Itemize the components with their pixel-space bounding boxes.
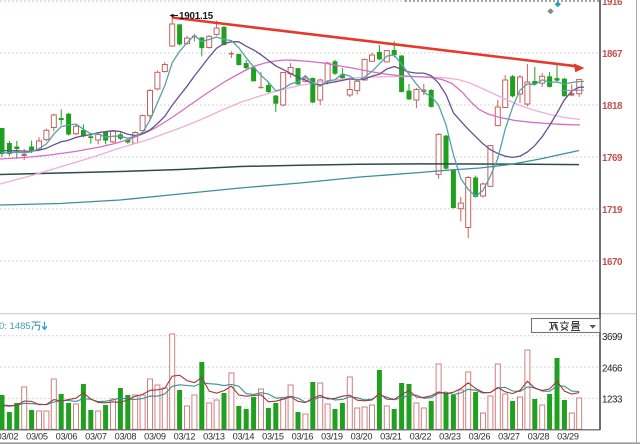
svg-text:2466: 2466: [602, 363, 623, 374]
svg-text:1867: 1867: [602, 49, 623, 60]
svg-text:03/27: 03/27: [498, 432, 520, 442]
svg-text:03/15: 03/15: [262, 432, 284, 442]
svg-text:03/09: 03/09: [144, 432, 166, 442]
svg-text:1901.15: 1901.15: [179, 11, 214, 22]
svg-text:03/05: 03/05: [26, 432, 48, 442]
svg-text:03/21: 03/21: [380, 432, 402, 442]
svg-text:03/26: 03/26: [469, 432, 491, 442]
svg-text:03/02: 03/02: [0, 432, 18, 442]
svg-text:0: 1485: 0: 1485: [0, 321, 31, 332]
svg-text:03/29: 03/29: [557, 432, 579, 442]
svg-text:03/06: 03/06: [56, 432, 78, 442]
svg-text:1916: 1916: [602, 0, 623, 8]
svg-text:03/23: 03/23: [439, 432, 461, 442]
svg-text:03/13: 03/13: [203, 432, 225, 442]
svg-text:1670: 1670: [602, 257, 623, 268]
svg-text:03/20: 03/20: [351, 432, 373, 442]
svg-text:1719: 1719: [602, 205, 623, 216]
svg-text:1769: 1769: [602, 153, 623, 164]
svg-text:03/19: 03/19: [321, 432, 343, 442]
svg-text:1233: 1233: [602, 395, 623, 406]
svg-text:03/14: 03/14: [233, 432, 255, 442]
svg-text:03/28: 03/28: [528, 432, 550, 442]
svg-text:3699: 3699: [602, 332, 622, 343]
svg-text:03/12: 03/12: [174, 432, 196, 442]
svg-text:03/07: 03/07: [85, 432, 107, 442]
svg-text:03/16: 03/16: [292, 432, 314, 442]
svg-text:03/22: 03/22: [410, 432, 432, 442]
svg-text:03/08: 03/08: [115, 432, 137, 442]
svg-text:1818: 1818: [602, 101, 623, 112]
